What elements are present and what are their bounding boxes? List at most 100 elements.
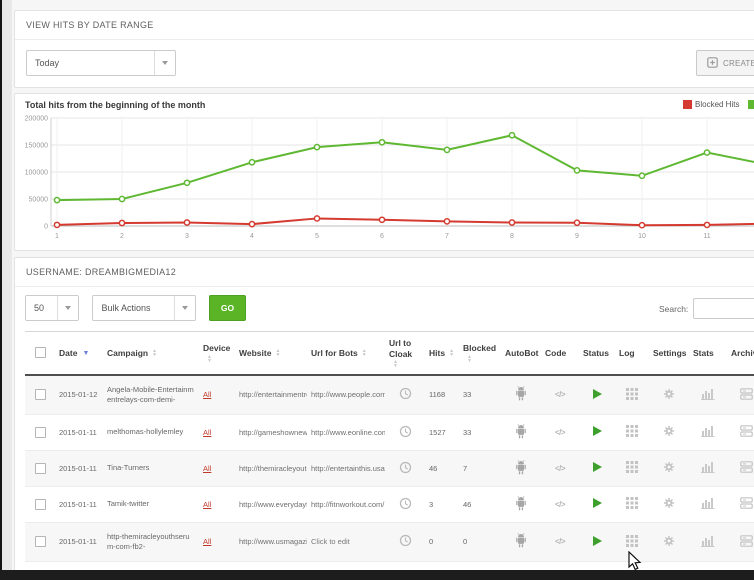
device-link[interactable]: All xyxy=(203,390,212,400)
bar-chart-icon[interactable] xyxy=(701,497,715,511)
code-icon[interactable]: </> xyxy=(554,390,566,400)
clock-icon[interactable] xyxy=(399,387,412,402)
legend-label: Blocked Hits xyxy=(695,100,740,109)
code-icon[interactable]: </> xyxy=(554,463,566,473)
campaign-cell: http-themiracleyouthserum-com-fb2- xyxy=(103,522,199,563)
column-header-url-for-bots[interactable]: Url for Bots ▲ ▼ xyxy=(307,331,385,376)
log-icon[interactable] xyxy=(626,425,638,439)
archive-icon[interactable] xyxy=(739,461,753,475)
svg-text:8: 8 xyxy=(510,233,514,240)
gear-icon[interactable] xyxy=(663,461,675,475)
table-row: 2015-01-11 Tamik-twitter All http://www.eve… xyxy=(25,486,754,523)
clock-icon[interactable] xyxy=(399,425,412,440)
bar-chart-icon[interactable] xyxy=(701,388,715,402)
play-status-icon[interactable] xyxy=(592,535,602,546)
column-header-website[interactable]: Website ▲ ▼ xyxy=(235,331,307,376)
column-header-campaign[interactable]: Campaign ▲ ▼ xyxy=(103,331,199,376)
android-robot-icon[interactable] xyxy=(514,495,528,513)
column-header-device[interactable]: Device ▲ ▼ xyxy=(199,331,235,376)
log-icon[interactable] xyxy=(626,387,638,402)
column-header-settings: Settings xyxy=(649,331,689,376)
sort-icon: ▲ ▼ xyxy=(207,353,212,364)
android-robot-icon[interactable] xyxy=(514,386,528,403)
legend-item: View Hits xyxy=(748,100,754,109)
sort-desc-arrow: ▼ xyxy=(82,349,90,357)
taskbar xyxy=(0,570,754,580)
bulk-actions-select[interactable]: Bulk Actions xyxy=(92,295,197,321)
legend-swatch xyxy=(683,100,692,109)
create-new-campaign-button[interactable]: CREATE NEW CAMPAIGN xyxy=(696,50,754,76)
svg-text:150000: 150000 xyxy=(25,143,48,150)
column-header-date[interactable]: Date ▼ xyxy=(55,331,103,376)
android-robot-icon[interactable] xyxy=(514,459,528,477)
column-header-status: Status xyxy=(579,331,615,376)
code-icon[interactable]: </> xyxy=(554,499,566,509)
row-checkbox[interactable] xyxy=(34,498,46,510)
gear-icon[interactable] xyxy=(663,388,675,402)
gear-icon[interactable] xyxy=(663,425,675,439)
row-checkbox[interactable] xyxy=(34,426,46,438)
android-robot-icon[interactable] xyxy=(514,533,528,550)
blocked-cell: 46 xyxy=(459,486,501,523)
date-range-select[interactable]: Today xyxy=(26,50,176,76)
hits-chart-panel: Total hits from the beginning of the mon… xyxy=(14,93,754,251)
log-icon[interactable] xyxy=(626,497,638,511)
table-header-row: Date ▼ Campaign ▲ ▼ Device ▲ ▼ Website ▲ ▼ Url for … xyxy=(25,331,754,376)
gear-icon[interactable] xyxy=(663,535,675,549)
bar-chart-icon[interactable] xyxy=(701,535,715,549)
chart-title: Total hits from the beginning of the mon… xyxy=(25,100,206,110)
log-icon[interactable] xyxy=(626,534,638,549)
svg-text:7: 7 xyxy=(445,233,449,240)
play-status-icon[interactable] xyxy=(592,462,602,473)
go-button[interactable]: GO xyxy=(208,295,247,321)
svg-text:5: 5 xyxy=(315,233,319,240)
android-robot-icon[interactable] xyxy=(514,423,528,441)
url-for-bots-cell: http://fitnworkout.com/ xyxy=(307,486,385,523)
svg-text:100000: 100000 xyxy=(25,170,48,177)
gear-icon[interactable] xyxy=(663,497,675,511)
archive-icon[interactable] xyxy=(739,425,753,439)
archive-icon[interactable] xyxy=(739,535,753,549)
column-header-url-to-cloak[interactable]: Url to Cloak ▲ ▼ xyxy=(385,331,425,376)
archive-icon[interactable] xyxy=(739,387,753,402)
website-cell: http://gameshownews.net xyxy=(235,414,307,451)
chevron-down-icon xyxy=(57,296,78,320)
bar-chart-icon[interactable] xyxy=(701,461,715,475)
device-link[interactable]: All xyxy=(203,499,212,509)
hits-cell: 0 xyxy=(425,522,459,563)
hits-cell: 1527 xyxy=(425,414,459,451)
page-size-select[interactable]: 50 xyxy=(25,295,79,321)
code-icon[interactable]: </> xyxy=(554,537,566,547)
chevron-down-icon xyxy=(174,296,195,320)
hits-cell: 3 xyxy=(425,486,459,523)
column-header-hits[interactable]: Hits ▲ ▼ xyxy=(425,331,459,376)
device-link[interactable]: All xyxy=(203,537,212,547)
row-checkbox[interactable] xyxy=(34,389,46,401)
search-input[interactable] xyxy=(693,298,754,319)
row-checkbox[interactable] xyxy=(34,462,46,474)
column-header-stats: Stats xyxy=(689,331,727,376)
clock-icon[interactable] xyxy=(399,461,412,476)
archive-icon[interactable] xyxy=(739,497,753,511)
url-for-bots-cell[interactable]: Click to edit xyxy=(307,522,385,563)
url-for-bots-cell: http://entertainthis.usatod... xyxy=(307,450,385,487)
page-size-value: 50 xyxy=(34,303,45,313)
date-cell: 2015-01-12 xyxy=(55,374,103,415)
play-status-icon[interactable] xyxy=(592,498,602,509)
column-header-blocked[interactable]: Blocked ▲ ▼ xyxy=(459,331,501,376)
column-header-select-all xyxy=(25,331,55,376)
device-link[interactable]: All xyxy=(203,463,212,473)
code-icon[interactable]: </> xyxy=(554,427,566,437)
play-status-icon[interactable] xyxy=(592,426,602,437)
clock-icon[interactable] xyxy=(399,497,412,512)
play-status-icon[interactable] xyxy=(592,388,602,399)
bar-chart-icon[interactable] xyxy=(701,425,715,439)
sort-icon: ▲ ▼ xyxy=(467,353,472,364)
row-checkbox[interactable] xyxy=(34,536,46,548)
device-link[interactable]: All xyxy=(203,427,212,437)
log-icon[interactable] xyxy=(626,461,638,475)
select-all-checkbox[interactable] xyxy=(34,347,46,359)
clock-icon[interactable] xyxy=(399,534,412,549)
campaigns-table: Date ▼ Campaign ▲ ▼ Device ▲ ▼ Website ▲ ▼ Url for … xyxy=(25,331,754,580)
